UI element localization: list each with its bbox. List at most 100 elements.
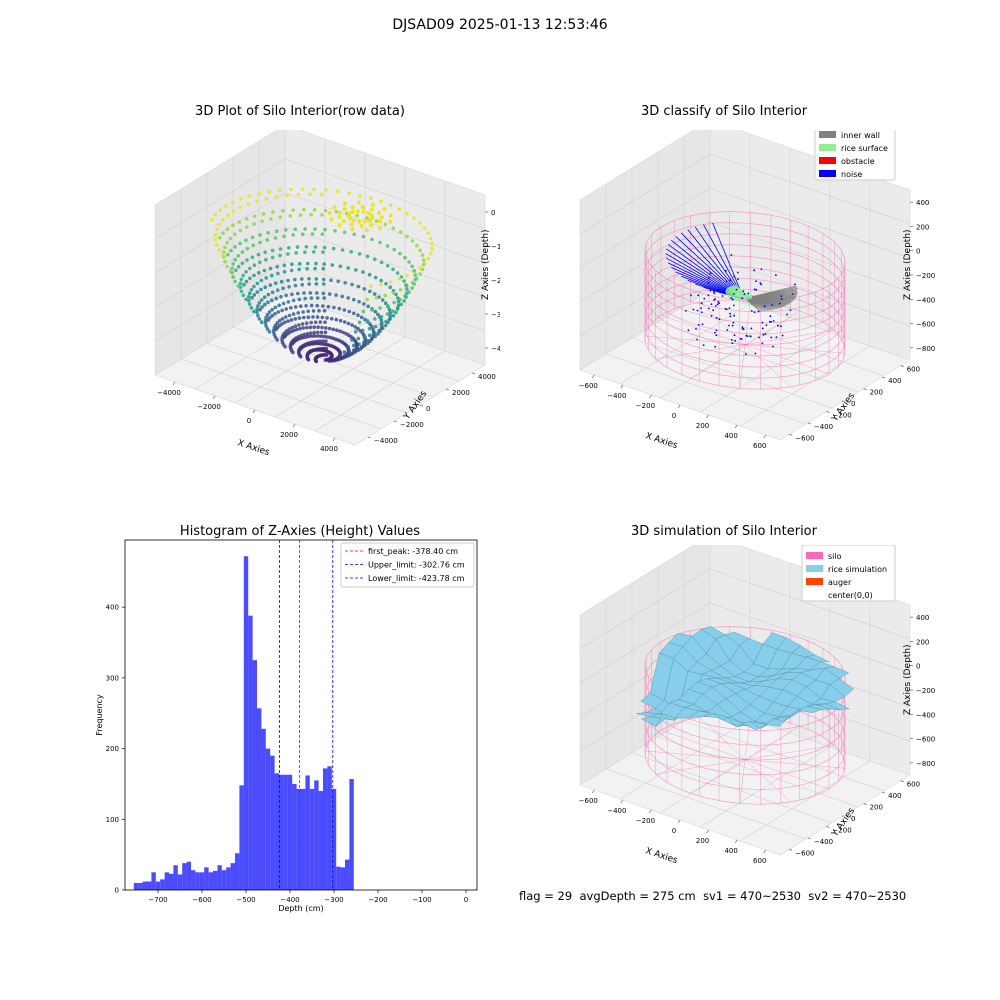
classify-noise-point (770, 336, 773, 339)
raw-data-point (245, 258, 249, 262)
raw-data-point (259, 298, 264, 302)
simulation-surface-cell (829, 678, 854, 698)
raw-data-point (291, 208, 295, 212)
simulation-legend-label: center(0,0) (828, 591, 873, 600)
classify-noise-point (728, 307, 731, 309)
histogram-bars (133, 556, 354, 890)
raw-data-point (225, 213, 230, 218)
raw-data-point (289, 306, 293, 310)
raw-data-point (395, 307, 400, 311)
classify-3d-plot: −600−400−2000200400600−600−400−200020040… (579, 130, 935, 451)
classify-noise-point (761, 321, 764, 324)
raw-data-point (282, 263, 287, 268)
classify-noise-point (696, 309, 699, 312)
raw-data-point (391, 291, 396, 295)
raw-data-point (342, 201, 347, 206)
histogram-bar (239, 785, 244, 890)
raw-data-point (379, 326, 384, 331)
histogram-ticks: −700 −600 −500 −400 −300 −200 −100 0 0 100 200 300 4… (106, 604, 469, 904)
raw-data-point (347, 309, 352, 314)
raw-data-point (268, 266, 273, 271)
raw-data-point (258, 233, 262, 237)
classify-noise-point (742, 328, 745, 331)
raw-data-point (377, 210, 381, 215)
raw-data-point (252, 273, 256, 278)
classify-noise-point (742, 290, 745, 293)
raw-data-point (270, 273, 274, 278)
raw-data-point (323, 320, 327, 324)
classify-noise-point (728, 324, 730, 327)
raw-data-point (303, 227, 307, 231)
classify-noise-point (684, 310, 687, 312)
classify-noise-point (743, 293, 746, 295)
raw-grid-line (284, 226, 486, 298)
raw-data-point (273, 281, 278, 285)
classify-noise-point (733, 314, 736, 317)
raw-data-point (346, 321, 351, 326)
raw-data-point (313, 245, 318, 249)
classify-y-tick-label: 600 (907, 366, 920, 374)
simulation-surface-cell (824, 666, 850, 679)
raw-data-point (372, 292, 377, 296)
raw-data-point (334, 209, 339, 214)
classify-noise-point (731, 298, 734, 301)
simulation-grid-line (709, 568, 911, 640)
raw-data-point (258, 260, 262, 265)
histogram-bar (265, 748, 271, 890)
histogram-title: Histogram of Z-Axies (Height) Values (179, 524, 421, 539)
raw-data-point (258, 307, 262, 312)
classify-noise-streak (667, 262, 734, 295)
classify-noise-point (729, 315, 732, 318)
raw-data-point (286, 252, 290, 256)
raw-x-tick-label: 2000 (280, 431, 298, 439)
classify-silo-spoke (744, 344, 791, 388)
raw-data-point (322, 296, 326, 300)
raw-data-point (341, 219, 346, 224)
classify-x-tick (620, 384, 624, 389)
classify-noise-point (769, 315, 772, 318)
raw-data-point (413, 277, 418, 282)
raw-grid-line (154, 192, 286, 274)
simulation-x-tick-label: 0 (672, 827, 676, 835)
raw-data-point (319, 334, 324, 338)
classify-legend-label: obstacle (841, 157, 875, 166)
simulation-grid-line (659, 732, 791, 814)
raw-data-point (346, 296, 350, 300)
status-sv2: sv2 = 470~2530 (808, 889, 907, 903)
classify-noise-point (758, 336, 760, 339)
classify-noise-point (709, 289, 712, 292)
raw-data-point (322, 262, 326, 266)
classify-noise-point (718, 289, 720, 292)
raw-data-point (395, 271, 400, 275)
raw-data-point (332, 205, 337, 210)
raw-data-point (420, 253, 425, 257)
raw-data-point (353, 350, 357, 354)
raw-data-point (266, 231, 270, 235)
raw-data-point (246, 202, 250, 206)
histogram-bar (340, 867, 345, 890)
raw-data-point (231, 262, 235, 266)
raw-data-point (385, 303, 390, 308)
raw-data-point (327, 357, 332, 361)
status-sv1: sv1 = 470~2530 (703, 889, 801, 903)
raw-data-point (300, 232, 305, 237)
raw-grid-line (180, 358, 382, 430)
raw-x-tick (292, 423, 296, 428)
raw-grid-line (154, 226, 286, 308)
raw-data-point (361, 270, 365, 274)
raw-data-point (283, 315, 288, 319)
classify-legend-swatch (819, 170, 836, 177)
classify-noise-point (794, 283, 796, 286)
raw-data-point (275, 288, 280, 292)
raw-data-point (289, 187, 293, 192)
histogram-x-tick-label: −700 (148, 896, 167, 904)
raw-data-point (379, 278, 384, 283)
raw-data-point (298, 213, 303, 217)
simulation-y-tick (844, 814, 849, 817)
simulation-z-tick-label: 0 (916, 663, 920, 671)
raw-data-point (289, 318, 294, 322)
raw-data-point (233, 279, 237, 284)
raw-data-point (283, 320, 287, 325)
simulation-x-tick (677, 819, 681, 824)
raw-data-point (366, 339, 371, 343)
